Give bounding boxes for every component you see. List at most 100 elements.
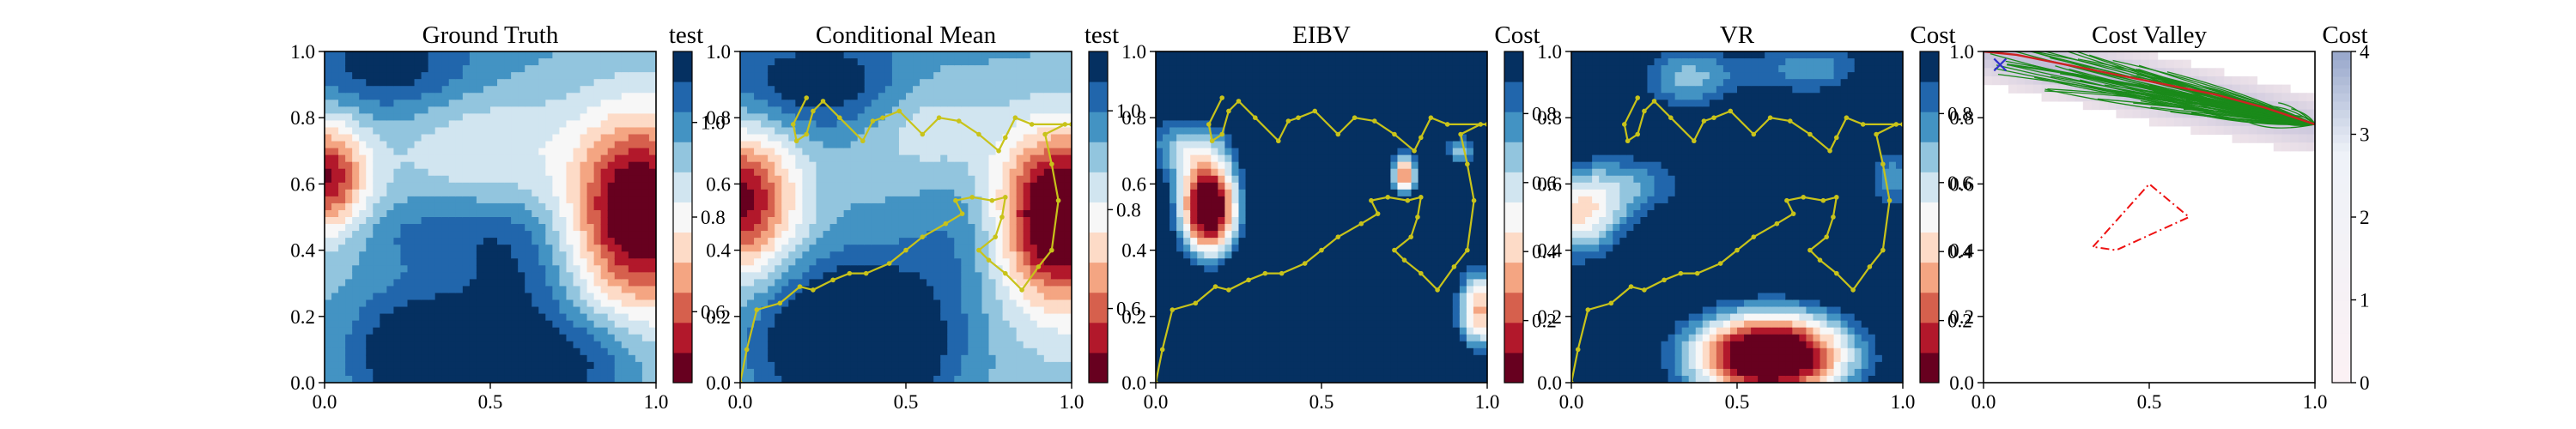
heatmap-cell (393, 341, 402, 349)
heatmap-cell (1183, 231, 1191, 239)
heatmap-cell (621, 341, 629, 349)
heatmap-cell (1002, 51, 1011, 59)
heatmap-cell (441, 293, 450, 301)
heatmap-cell (407, 127, 416, 136)
heatmap-cell (1064, 354, 1072, 363)
heatmap-cell (628, 341, 636, 349)
heatmap-cell (614, 334, 623, 342)
heatmap-cell (1064, 286, 1072, 294)
heatmap-cell (414, 224, 422, 232)
heatmap-cell (1009, 168, 1018, 177)
heatmap-cell (891, 299, 900, 308)
heatmap-cell (428, 196, 436, 204)
heatmap-cell (1036, 134, 1045, 142)
heatmap-cell (747, 313, 755, 322)
heatmap-cell (538, 231, 546, 239)
heatmap-cell (747, 306, 755, 315)
heatmap-cell (490, 120, 498, 129)
heatmap-cell (1036, 79, 1045, 87)
heatmap-cell (1057, 217, 1066, 225)
heatmap-cell (878, 238, 886, 245)
heatmap-cell (816, 231, 824, 239)
heatmap-cell (614, 313, 623, 322)
heatmap-cell (352, 272, 360, 280)
heatmap-cell (1016, 313, 1024, 322)
heatmap-cell (906, 148, 914, 156)
heatmap-cell (545, 113, 553, 122)
heatmap-cell (573, 286, 581, 294)
heatmap-cell (407, 258, 416, 266)
heatmap-cell (829, 209, 838, 218)
path-point (993, 234, 999, 239)
heatmap-cell (1009, 86, 1018, 94)
heatmap-cell (441, 93, 450, 100)
heatmap-cell (802, 58, 811, 66)
heatmap-cell (1023, 106, 1031, 114)
heatmap-cell (434, 58, 443, 66)
heatmap-cell (635, 293, 643, 301)
heatmap-cell (441, 258, 450, 266)
heatmap-cell (857, 161, 866, 170)
heatmap-cell (933, 106, 941, 114)
y-tick-label: 0.0 (290, 372, 315, 394)
heatmap-cell (864, 51, 872, 59)
heatmap-cell (927, 238, 934, 245)
path-point (820, 99, 826, 104)
heatmap-cell (566, 224, 574, 232)
heatmap-cell (483, 120, 491, 129)
heatmap-cell (469, 196, 477, 204)
heatmap-cell (995, 93, 1004, 100)
heatmap-cell (545, 368, 553, 377)
heatmap-cell (448, 168, 457, 177)
heatmap-cell (441, 141, 450, 149)
heatmap-cell (641, 354, 650, 363)
heatmap-cell (795, 113, 803, 122)
heatmap-cell (1170, 209, 1177, 218)
heatmap-cell (906, 354, 914, 363)
heatmap-cell (434, 65, 443, 73)
heatmap-cell (628, 175, 636, 184)
heatmap-cell (532, 375, 539, 383)
heatmap-cell (857, 265, 866, 273)
heatmap-cell (607, 113, 616, 122)
heatmap-cell (469, 258, 477, 266)
heatmap-cell (740, 368, 748, 377)
heatmap-cell (857, 286, 866, 294)
heatmap-cell (552, 141, 561, 149)
heatmap-cell (641, 361, 650, 370)
heatmap-cell (1009, 134, 1018, 142)
heatmap-cell (434, 258, 443, 266)
heatmap-cell (1023, 209, 1031, 218)
heatmap-cell (795, 120, 803, 129)
plot-area (740, 51, 1072, 383)
heatmap-cell (559, 189, 568, 197)
heatmap-cell (469, 189, 477, 197)
heatmap-cell (1176, 231, 1184, 239)
heatmap-cell (462, 189, 471, 197)
heatmap-cell (325, 231, 332, 239)
heatmap-cell (483, 354, 491, 363)
heatmap-cell (628, 320, 636, 329)
heatmap-cell (1002, 258, 1011, 266)
heatmap-cell (988, 299, 997, 308)
heatmap-cell (497, 148, 505, 156)
heatmap-cell (469, 238, 477, 245)
heatmap-cell (954, 65, 962, 73)
heatmap-cell (788, 79, 796, 87)
heatmap-cell (898, 148, 907, 156)
heatmap-cell (961, 224, 969, 232)
heatmap-cell (802, 86, 811, 94)
heatmap-cell (747, 100, 755, 107)
heatmap-cell (621, 161, 629, 170)
heatmap-cell (947, 202, 955, 211)
heatmap-cell (400, 106, 409, 114)
heatmap-cell (504, 251, 512, 259)
heatmap-cell (961, 375, 969, 383)
heatmap-cell (1043, 209, 1052, 218)
heatmap-cell (816, 217, 824, 225)
heatmap-cell (1023, 286, 1031, 294)
heatmap-cell (352, 327, 360, 335)
heatmap-cell (448, 238, 457, 245)
heatmap-cell (614, 286, 623, 294)
heatmap-cell (511, 51, 519, 59)
